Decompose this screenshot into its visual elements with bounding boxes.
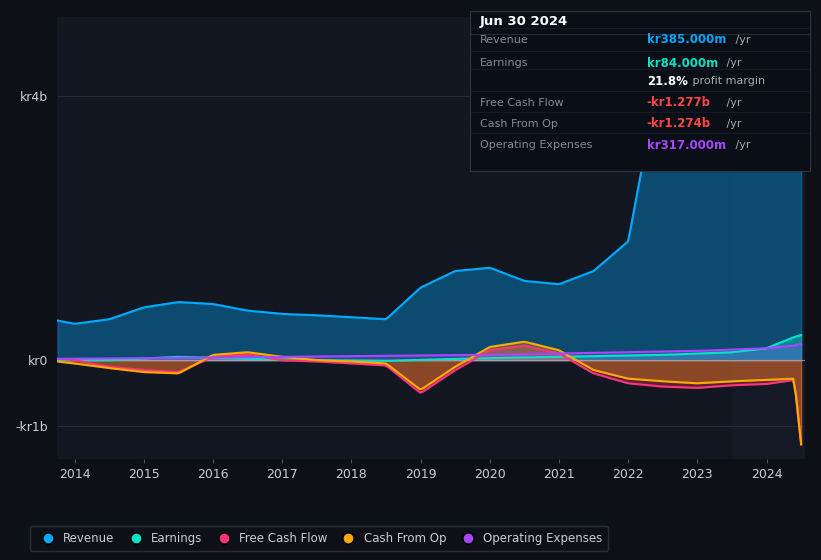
Text: Operating Expenses: Operating Expenses (479, 140, 592, 150)
Text: /yr: /yr (732, 140, 750, 150)
Text: /yr: /yr (723, 119, 742, 129)
Text: Jun 30 2024: Jun 30 2024 (479, 15, 568, 28)
Text: Cash From Op: Cash From Op (479, 119, 557, 129)
Text: kr385.000m: kr385.000m (647, 34, 726, 46)
Text: profit margin: profit margin (690, 76, 765, 86)
Text: /yr: /yr (732, 35, 750, 45)
Text: kr84.000m: kr84.000m (647, 57, 718, 69)
Text: Earnings: Earnings (479, 58, 529, 68)
Bar (732, 17, 808, 459)
Text: kr317.000m: kr317.000m (647, 139, 726, 152)
Text: /yr: /yr (723, 98, 742, 108)
Text: -kr1.274b: -kr1.274b (647, 117, 711, 130)
Text: 21.8%: 21.8% (647, 75, 688, 88)
Text: /yr: /yr (723, 58, 742, 68)
Text: -kr1.277b: -kr1.277b (647, 96, 711, 109)
Text: Free Cash Flow: Free Cash Flow (479, 98, 563, 108)
Legend: Revenue, Earnings, Free Cash Flow, Cash From Op, Operating Expenses: Revenue, Earnings, Free Cash Flow, Cash … (30, 526, 608, 550)
Text: Revenue: Revenue (479, 35, 529, 45)
